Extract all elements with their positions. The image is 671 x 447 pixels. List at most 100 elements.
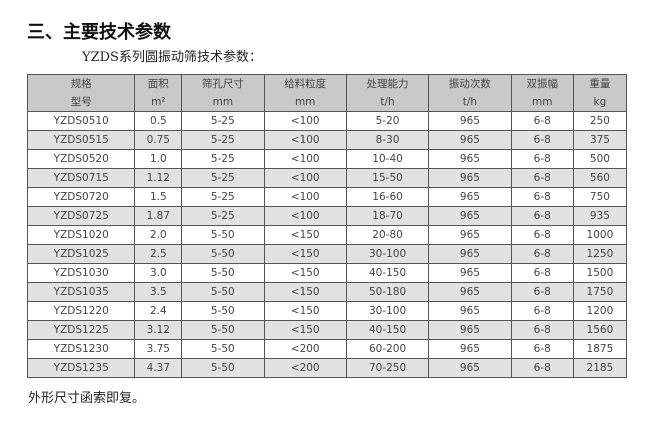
table-cell: YZDS1225 xyxy=(26,320,136,340)
table-cell: 1200 xyxy=(572,301,628,321)
table-cell: 8-30 xyxy=(345,130,430,150)
table-cell: 965 xyxy=(428,111,512,131)
table-cell: YZDS0725 xyxy=(26,206,136,226)
column-unit: mm xyxy=(181,93,265,112)
table-cell: 30-100 xyxy=(345,301,430,321)
table-cell: 6-8 xyxy=(510,320,574,340)
table-cell: 5-50 xyxy=(181,339,265,359)
column-unit: mm xyxy=(263,93,347,112)
table-cell: <150 xyxy=(263,263,347,283)
table-cell: YZDS1220 xyxy=(26,301,136,321)
table-cell: 375 xyxy=(572,130,628,150)
table-cell: 5-50 xyxy=(181,301,265,321)
table-cell: 5-50 xyxy=(181,225,265,245)
table-row: YZDS1035 3.5 5-50 <150 50-180 965 6-8 1750 xyxy=(26,282,628,302)
column-header: 重量 xyxy=(572,74,628,93)
table-cell: 5-25 xyxy=(181,111,265,131)
table-cell: YZDS1035 xyxy=(26,282,136,302)
table-cell: <100 xyxy=(263,111,347,131)
table-cell: 6-8 xyxy=(510,111,574,131)
table-cell: 750 xyxy=(572,187,628,207)
table-cell: YZDS1235 xyxy=(26,358,136,378)
table-cell: 965 xyxy=(428,130,512,150)
table-cell: 965 xyxy=(428,225,512,245)
table-row: YZDS0720 1.5 5-25 <100 16-60 965 6-8 750 xyxy=(26,187,628,207)
table-cell: 6-8 xyxy=(510,130,574,150)
table-cell: 5-25 xyxy=(181,168,265,188)
table-cell: <150 xyxy=(263,301,347,321)
table-cell: <150 xyxy=(263,244,347,264)
table-row: YZDS0715 1.12 5-25 <100 15-50 965 6-8 560 xyxy=(26,168,628,188)
table-cell: 6-8 xyxy=(510,168,574,188)
table-cell: YZDS0520 xyxy=(26,149,136,169)
table-cell: 6-8 xyxy=(510,225,574,245)
table-cell: 5-25 xyxy=(181,187,265,207)
table-cell: <100 xyxy=(263,130,347,150)
table-cell: 5-25 xyxy=(181,206,265,226)
table-cell: 10-40 xyxy=(345,149,430,169)
table-cell: YZDS1030 xyxy=(26,263,136,283)
table-cell: 250 xyxy=(572,111,628,131)
table-cell: 965 xyxy=(428,263,512,283)
table-cell: 5-50 xyxy=(181,244,265,264)
table-cell: 4.37 xyxy=(134,358,183,378)
column-header: 双振幅 xyxy=(510,74,574,93)
table-cell: 1000 xyxy=(572,225,628,245)
table-cell: 6-8 xyxy=(510,187,574,207)
table-cell: 3.75 xyxy=(134,339,183,359)
table-cell: 5-50 xyxy=(181,320,265,340)
table-cell: 40-150 xyxy=(345,320,430,340)
table-cell: 40-150 xyxy=(345,263,430,283)
table-cell: <200 xyxy=(263,358,347,378)
table-row: YZDS0515 0.75 5-25 <100 8-30 965 6-8 375 xyxy=(26,130,628,150)
table-cell: <100 xyxy=(263,206,347,226)
table-cell: 16-60 xyxy=(345,187,430,207)
table-cell: 18-70 xyxy=(345,206,430,226)
table-cell: 70-250 xyxy=(345,358,430,378)
table-cell: 965 xyxy=(428,339,512,359)
table-cell: 965 xyxy=(428,282,512,302)
table-cell: YZDS0515 xyxy=(26,130,136,150)
table-cell: 5-50 xyxy=(181,263,265,283)
table-row: YZDS1230 3.75 5-50 <200 60-200 965 6-8 1875 xyxy=(26,339,628,359)
table-row: YZDS1225 3.12 5-50 <150 40-150 965 6-8 1560 xyxy=(26,320,628,340)
table-cell: <100 xyxy=(263,149,347,169)
table-row: YZDS1235 4.37 5-50 <200 70-250 965 6-8 2185 xyxy=(26,358,628,378)
table-row: YZDS1020 2.0 5-50 <150 20-80 965 6-8 1000 xyxy=(26,225,628,245)
table-cell: 1750 xyxy=(572,282,628,302)
column-unit: t/h xyxy=(428,93,512,112)
table-cell: YZDS0510 xyxy=(26,111,136,131)
table-cell: 20-80 xyxy=(345,225,430,245)
table-cell: 1875 xyxy=(572,339,628,359)
table-cell: 2.5 xyxy=(134,244,183,264)
column-header: 处理能力 xyxy=(345,74,430,93)
table-row: YZDS1030 3.0 5-50 <150 40-150 965 6-8 1500 xyxy=(26,263,628,283)
column-header: 筛孔尺寸 xyxy=(181,74,265,93)
column-unit: t/h xyxy=(345,93,430,112)
table-cell: 2.0 xyxy=(134,225,183,245)
column-header: 振动次数 xyxy=(428,74,512,93)
table-cell: 1500 xyxy=(572,263,628,283)
table-cell: <150 xyxy=(263,225,347,245)
column-header: 给料粒度 xyxy=(263,74,347,93)
table-cell: <200 xyxy=(263,339,347,359)
table-cell: YZDS1230 xyxy=(26,339,136,359)
table-cell: 965 xyxy=(428,358,512,378)
table-cell: <150 xyxy=(263,282,347,302)
column-unit: kg xyxy=(572,93,628,112)
table-cell: YZDS0715 xyxy=(26,168,136,188)
table-row: YZDS1025 2.5 5-50 <150 30-100 965 6-8 1250 xyxy=(26,244,628,264)
table-cell: 560 xyxy=(572,168,628,188)
table-row: YZDS0510 0.5 5-25 <100 5-20 965 6-8 250 xyxy=(26,111,628,131)
footer-note: 外形尺寸函索即复。 xyxy=(28,391,146,406)
table-cell: 1250 xyxy=(572,244,628,264)
header-row-names: 规格 面积 筛孔尺寸 给料粒度 处理能力 振动次数 双振幅 重量 xyxy=(26,74,628,93)
table-cell: 965 xyxy=(428,187,512,207)
spec-table: 规格 面积 筛孔尺寸 给料粒度 处理能力 振动次数 双振幅 重量 型号 m² mm mm t/h t/h… xyxy=(26,74,628,378)
section-title: 三、主要技术参数 xyxy=(27,22,171,43)
table-cell: 2.4 xyxy=(134,301,183,321)
table-cell: YZDS1025 xyxy=(26,244,136,264)
table-cell: 5-50 xyxy=(181,282,265,302)
column-header: 规格 xyxy=(26,74,136,93)
column-unit: mm xyxy=(510,93,574,112)
